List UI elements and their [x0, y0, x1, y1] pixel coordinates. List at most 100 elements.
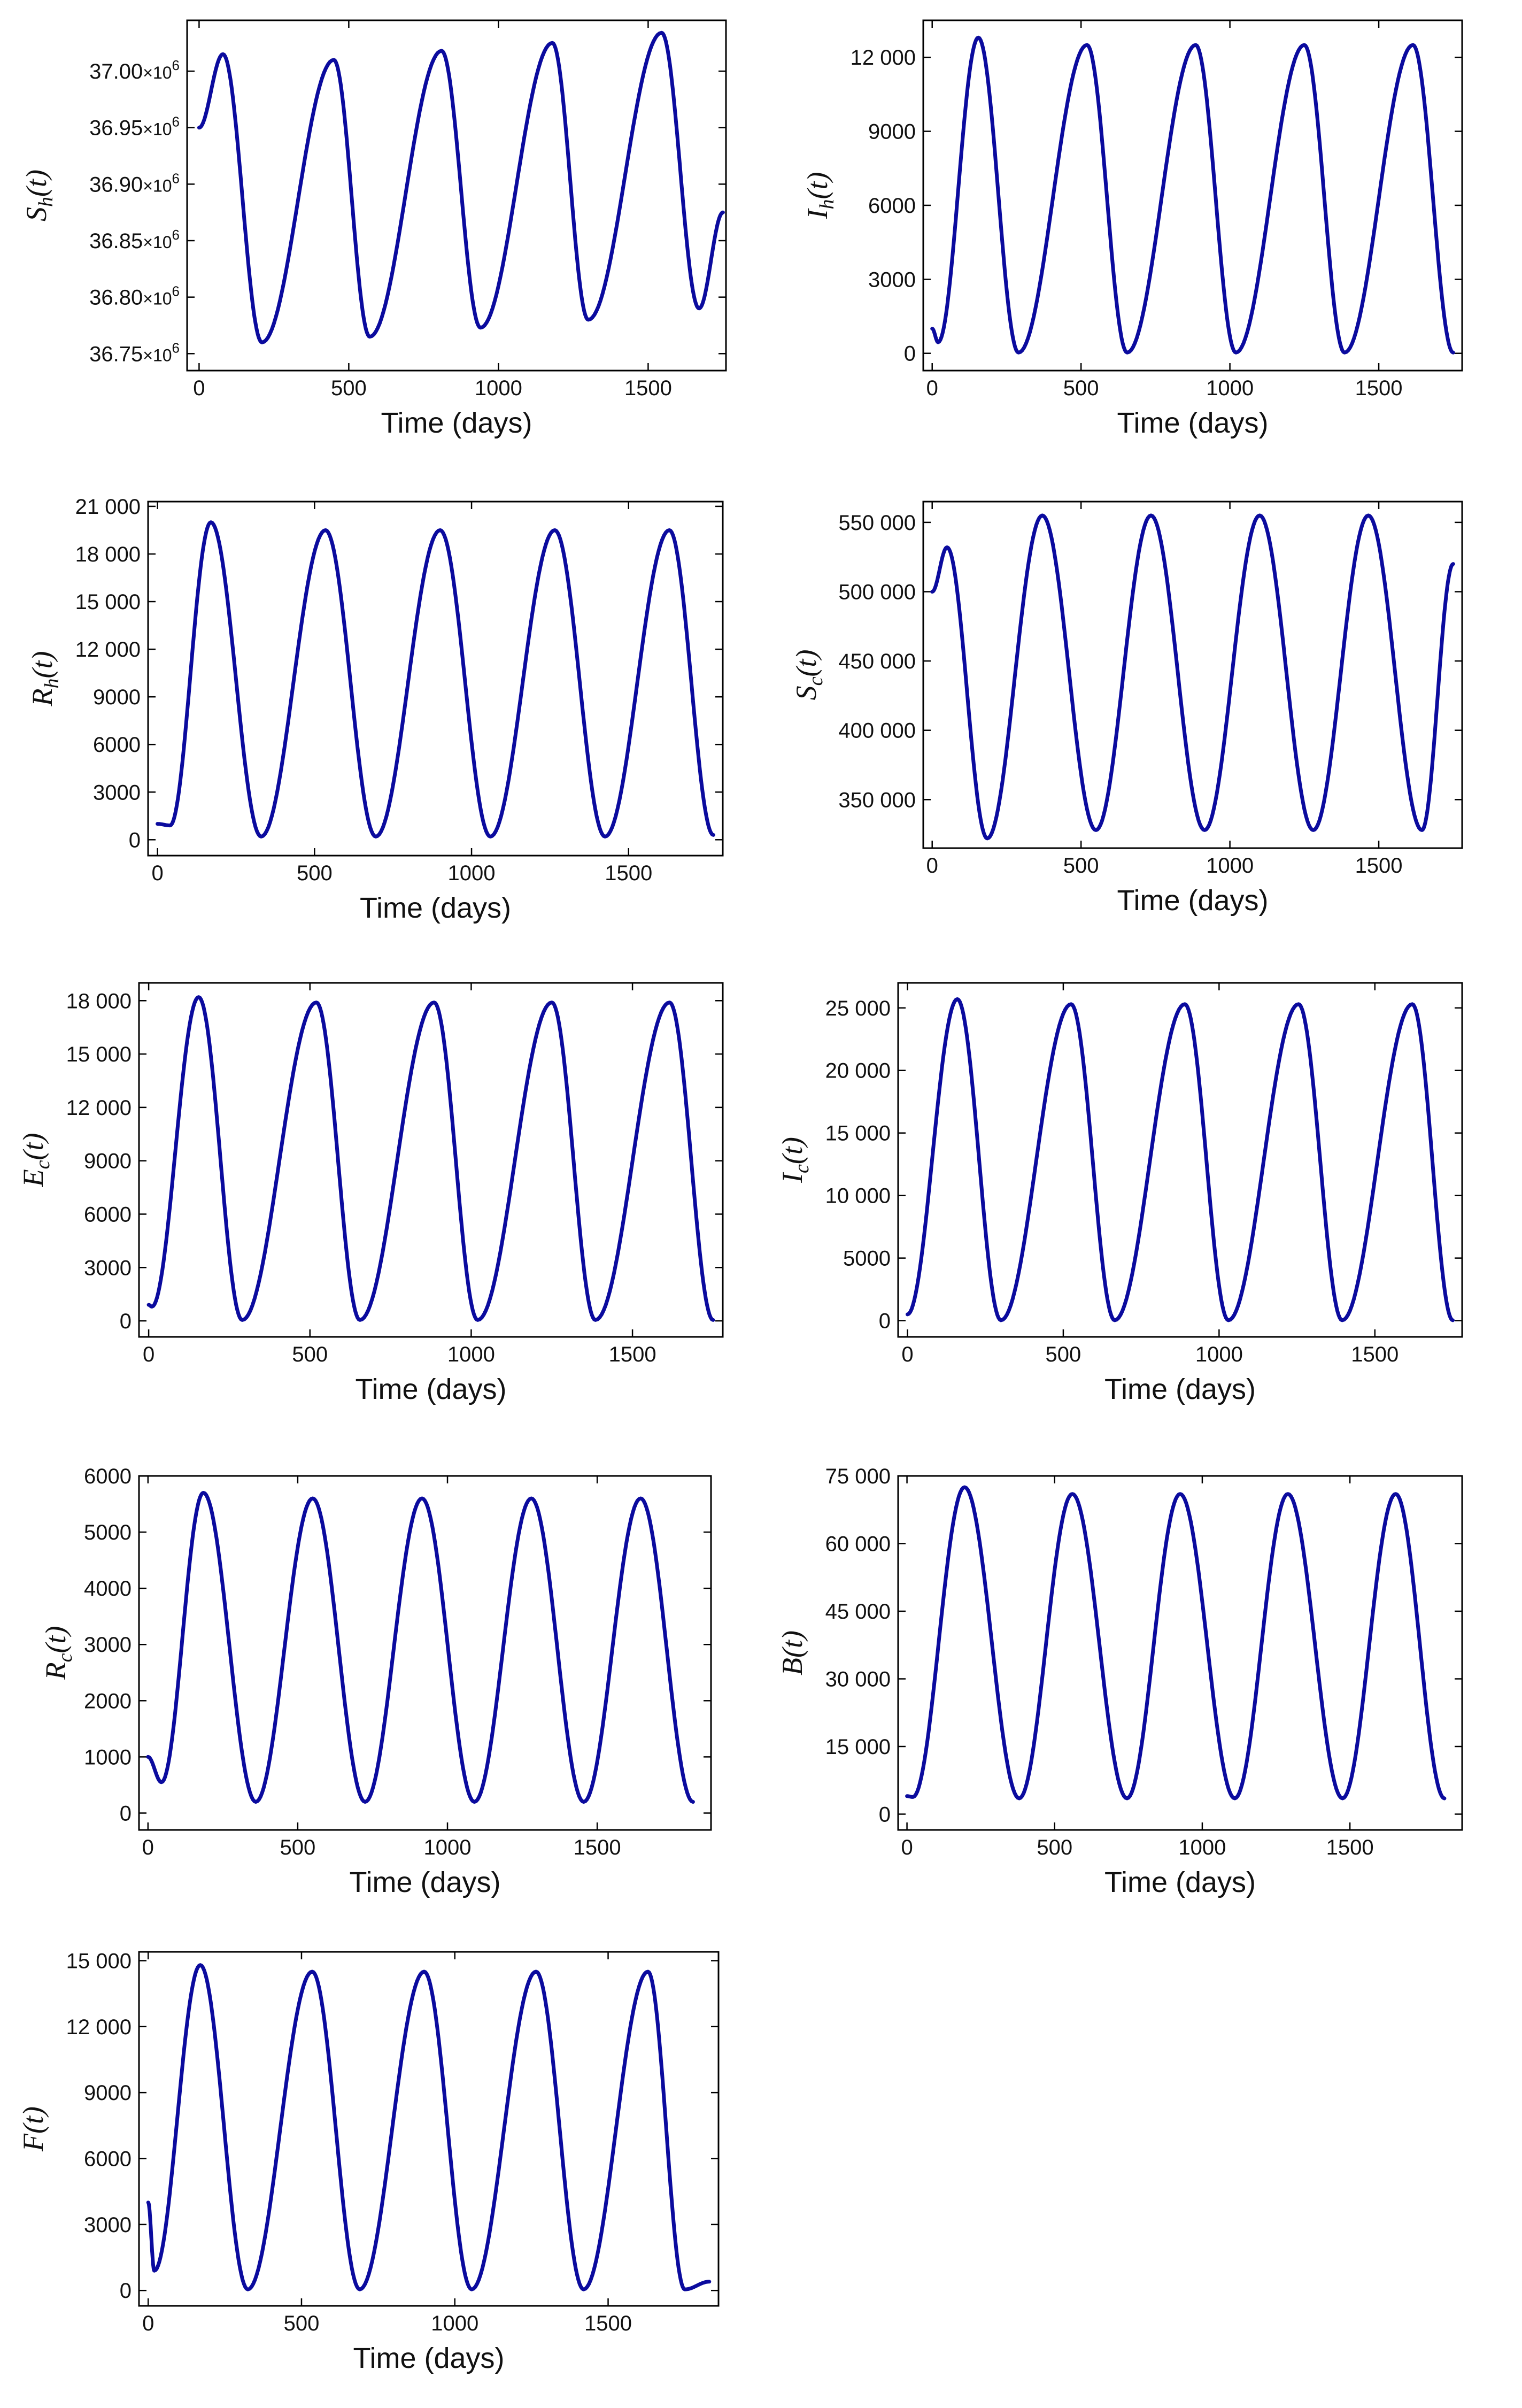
y-axis-label: Ec(t) [17, 1133, 54, 1188]
x-tick-label: 500 [1063, 376, 1099, 400]
series-line-Ih [930, 35, 1455, 355]
x-tick-label: 1500 [605, 861, 652, 885]
plot-frame [186, 19, 727, 372]
y-tick-label: 36.90×106 [89, 170, 180, 196]
chart-panel-Ic: 0 500 1000 1500 0 5000 10 000 15 000 20 000 25 00… [776, 982, 1463, 1405]
y-tick-label: 0 [120, 2279, 132, 2303]
x-tick-label: 500 [1046, 1343, 1081, 1366]
series-line-Rc [146, 1491, 695, 1804]
chart-panel-Ec: 0 500 1000 1500 0 3000 6000 9000 12 000 15 000 18 … [17, 982, 724, 1405]
x-tick-label: 1500 [1326, 1836, 1374, 1859]
y-tick-label: 3000 [93, 781, 141, 804]
plot-frame [897, 1475, 1463, 1831]
plot-frame [147, 501, 724, 857]
y-axis-label: Sc(t) [790, 650, 827, 701]
y-axis-label: F(t) [17, 2106, 49, 2152]
y-tick-label: 3000 [84, 2213, 132, 2237]
y-tick-label: 18 000 [75, 543, 141, 566]
y-tick-label: 30 000 [825, 1667, 891, 1691]
x-axis-label: Time (days) [1104, 1373, 1256, 1405]
y-tick-label: 3000 [84, 1256, 132, 1280]
x-tick-label: 1000 [431, 2312, 478, 2335]
y-tick-label: 15 000 [75, 590, 141, 614]
chart-panel-B: 0 500 1000 1500 0 15 000 30 000 45 000 60 000 75 … [776, 1465, 1463, 1898]
x-tick-label: 500 [280, 1836, 316, 1859]
x-tick-label: 0 [901, 1343, 913, 1366]
y-tick-label: 25 000 [825, 997, 891, 1020]
y-tick-label: 400 000 [838, 719, 916, 743]
y-tick-label: 9000 [868, 120, 916, 144]
x-tick-label: 0 [926, 854, 938, 878]
y-tick-label: 6000 [84, 1465, 132, 1488]
x-axis-label: Time (days) [1117, 407, 1268, 439]
x-tick-label: 0 [193, 376, 205, 400]
x-tick-label: 1000 [475, 376, 522, 400]
plot-frame [922, 501, 1463, 849]
series-line-Ec [146, 995, 715, 1322]
x-tick-label: 500 [331, 376, 367, 400]
y-tick-label: 4000 [84, 1577, 132, 1601]
x-axis-label: Time (days) [1104, 1866, 1256, 1898]
series-line-Ic [906, 997, 1455, 1322]
chart-panel-Rh: 0 500 1000 1500 0 3000 6000 9000 12 000 15 000 18 … [26, 495, 724, 924]
x-axis-label: Time (days) [355, 1373, 506, 1405]
y-tick-label: 9000 [84, 1150, 132, 1173]
y-tick-label: 36.95×106 [89, 114, 180, 140]
y-tick-label: 37.00×106 [89, 57, 180, 83]
y-tick-label: 5000 [843, 1247, 891, 1271]
y-tick-label: 6000 [93, 733, 141, 757]
x-tick-label: 500 [1037, 1836, 1072, 1859]
y-tick-label: 75 000 [825, 1465, 891, 1488]
y-tick-label: 0 [120, 1802, 132, 1825]
y-tick-label: 5000 [84, 1521, 132, 1544]
y-tick-label: 450 000 [838, 650, 916, 673]
x-tick-label: 1000 [447, 1343, 495, 1366]
x-axis-label: Time (days) [349, 1866, 500, 1898]
x-axis-label: Time (days) [381, 407, 532, 439]
x-tick-label: 0 [142, 1836, 154, 1859]
series-line-F [146, 1963, 712, 2291]
y-tick-label: 18 000 [66, 989, 132, 1013]
chart-panel-Sh: 0 500 1000 1500 36.75×106 36.80×106 36.85×106 3… [20, 19, 727, 439]
x-tick-label: 0 [142, 2312, 154, 2335]
x-tick-label: 0 [926, 376, 938, 400]
y-tick-label: 0 [904, 342, 916, 366]
y-tick-label: 36.75×106 [89, 340, 180, 366]
plot-frame [138, 1475, 712, 1831]
x-tick-label: 1000 [448, 861, 496, 885]
chart-panel-Sc: 0 500 1000 1500 350 000 400 000 450 000 500 000… [790, 501, 1463, 917]
y-tick-label: 36.80×106 [89, 283, 180, 310]
x-tick-label: 1000 [1195, 1343, 1243, 1366]
y-tick-label: 6000 [84, 2148, 132, 2171]
y-tick-label: 3000 [868, 268, 916, 291]
x-tick-label: 1000 [424, 1836, 472, 1859]
y-axis-label: B(t) [776, 1630, 808, 1675]
x-tick-label: 500 [284, 2312, 320, 2335]
plot-frame [922, 19, 1463, 372]
y-axis-label: Rc(t) [40, 1626, 76, 1681]
x-tick-label: 500 [1063, 854, 1099, 878]
series-line-Rh [156, 520, 715, 838]
y-tick-label: 15 000 [66, 1043, 132, 1066]
x-tick-label: 500 [297, 861, 333, 885]
x-tick-label: 1500 [584, 2312, 632, 2335]
x-axis-label: Time (days) [1117, 884, 1268, 917]
y-tick-label: 0 [879, 1803, 891, 1826]
y-tick-label: 36.85×106 [89, 227, 180, 253]
y-tick-label: 15 000 [825, 1735, 891, 1759]
y-tick-label: 0 [879, 1310, 891, 1333]
x-tick-label: 1500 [1351, 1343, 1399, 1366]
series-line-Sc [930, 513, 1455, 841]
y-tick-label: 6000 [868, 194, 916, 218]
x-tick-label: 1500 [574, 1836, 621, 1859]
y-tick-label: 15 000 [825, 1122, 891, 1145]
x-tick-label: 0 [901, 1836, 913, 1859]
chart-panel-Ih: 0 500 1000 1500 0 3000 6000 9000 12 000 Time (day… [801, 19, 1463, 439]
x-tick-label: 1000 [1206, 854, 1254, 878]
y-tick-label: 0 [120, 1310, 132, 1333]
x-tick-label: 0 [143, 1343, 154, 1366]
y-tick-label: 12 000 [851, 46, 916, 70]
series-line-B [905, 1485, 1447, 1801]
plot-frame [138, 982, 724, 1338]
